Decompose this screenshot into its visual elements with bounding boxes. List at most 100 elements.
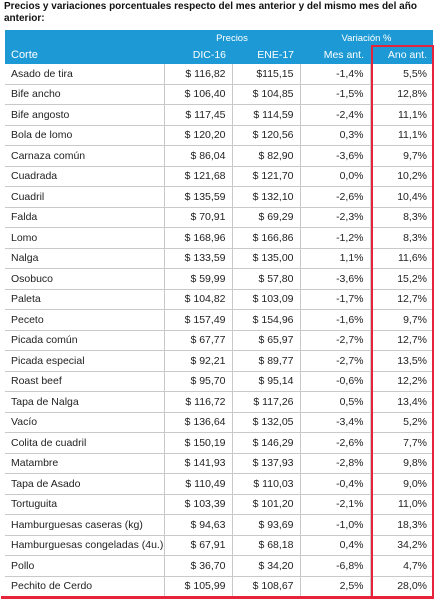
table-cell: -3,6% bbox=[299, 268, 370, 290]
table-cell: 15,2% bbox=[369, 268, 433, 290]
table-cell: $ 69,29 bbox=[231, 207, 300, 228]
table-cell: $ 92,21 bbox=[163, 350, 232, 372]
table-cell: $ 135,00 bbox=[231, 248, 300, 269]
table-row: Tapa de Nalga $ 116,72 $ 117,26 0,5% 13,4% bbox=[5, 391, 433, 413]
table-cell: $ 103,39 bbox=[163, 494, 232, 515]
table-row: Picada común $ 67,77 $ 65,97 -2,7% 12,7% bbox=[5, 330, 433, 351]
table-cell: Asado de tira bbox=[5, 64, 164, 85]
table-cell: -2,7% bbox=[299, 330, 370, 351]
table-cell: -1,4% bbox=[299, 64, 370, 85]
table-cell: Bola de lomo bbox=[5, 125, 164, 146]
table-cell: $ 146,29 bbox=[231, 432, 300, 454]
table-cell: -2,3% bbox=[299, 207, 370, 228]
table-cell: $ 117,26 bbox=[231, 391, 300, 413]
table-cell: $ 121,68 bbox=[163, 166, 232, 187]
table-cell: $ 121,70 bbox=[231, 166, 300, 187]
table-cell: Peceto bbox=[5, 309, 164, 331]
column-header: ENE-17 bbox=[232, 46, 300, 64]
table-cell: 34,2% bbox=[369, 535, 433, 556]
table-cell: -3,4% bbox=[299, 412, 370, 433]
table-row: Osobuco $ 59,99 $ 57,80 -3,6% 15,2% bbox=[5, 268, 433, 290]
column-header: Mes ant. bbox=[300, 46, 370, 64]
table-cell: 11,1% bbox=[369, 104, 433, 126]
table-cell: $ 116,82 bbox=[163, 64, 232, 85]
table-cell: -2,1% bbox=[299, 494, 370, 515]
table-cell: $ 120,56 bbox=[231, 125, 300, 146]
table-cell: 12,7% bbox=[369, 330, 433, 351]
table-row: Paleta $ 104,82 $ 103,09 -1,7% 12,7% bbox=[5, 289, 433, 310]
table-row: Nalga $ 133,59 $ 135,00 1,1% 11,6% bbox=[5, 248, 433, 269]
table-row: Pechito de Cerdo $ 105,99 $ 108,67 2,5% 28,0… bbox=[5, 576, 433, 597]
table-cell: 0,0% bbox=[299, 166, 370, 187]
table-body: Asado de tira $ 116,82 $115,15 -1,4% 5,5% Bif… bbox=[5, 64, 433, 599]
table-cell: -2,8% bbox=[299, 453, 370, 474]
table-cell: -6,8% bbox=[299, 555, 370, 577]
table-cell: $ 104,82 bbox=[163, 289, 232, 310]
table-cell: Pechito de Cerdo bbox=[5, 576, 164, 597]
table-cell: 5,2% bbox=[369, 412, 433, 433]
table-cell: 9,7% bbox=[369, 145, 433, 167]
table-cell: 8,3% bbox=[369, 227, 433, 249]
table-row: Colita de cuadril $ 150,19 $ 146,29 -2,6% 7,… bbox=[5, 432, 433, 454]
table-cell: -3,6% bbox=[299, 145, 370, 167]
table-cell: Pollo bbox=[5, 555, 164, 577]
table-cell: $ 154,96 bbox=[231, 309, 300, 331]
table-cell: -1,0% bbox=[299, 514, 370, 536]
table-cell: $ 110,49 bbox=[163, 473, 232, 495]
table-cell: -1,5% bbox=[299, 84, 370, 105]
table-cell: 18,3% bbox=[369, 514, 433, 536]
table-cell: Tortuguita bbox=[5, 494, 164, 515]
table-cell: -1,7% bbox=[299, 289, 370, 310]
table-cell: Matambre bbox=[5, 453, 164, 474]
group-header: Precios bbox=[164, 30, 300, 46]
table-cell: 11,6% bbox=[369, 248, 433, 269]
table-cell: 10,4% bbox=[369, 186, 433, 208]
table-cell: 11,0% bbox=[369, 494, 433, 515]
table-cell: $ 166,86 bbox=[231, 227, 300, 249]
table-cell: $ 36,70 bbox=[163, 555, 232, 577]
group-header: Variación % bbox=[300, 30, 433, 46]
table-cell: $ 59,99 bbox=[163, 268, 232, 290]
table-cell: $ 65,97 bbox=[231, 330, 300, 351]
column-header: DIC-16 bbox=[164, 46, 232, 64]
table-cell: $ 137,93 bbox=[231, 453, 300, 474]
table-cell: 12,8% bbox=[369, 84, 433, 105]
table-cell: 2,5% bbox=[299, 576, 370, 597]
table-cell: -1,2% bbox=[299, 227, 370, 249]
table-cell: 12,2% bbox=[369, 371, 433, 392]
table-cell: 1,1% bbox=[299, 248, 370, 269]
table-cell: Lomo bbox=[5, 227, 164, 249]
table-row: Matambre $ 141,93 $ 137,93 -2,8% 9,8% bbox=[5, 453, 433, 474]
table-cell: Colita de cuadril bbox=[5, 432, 164, 454]
table-cell: $ 104,85 bbox=[231, 84, 300, 105]
table-cell: $ 105,99 bbox=[163, 576, 232, 597]
table-cell: $ 168,96 bbox=[163, 227, 232, 249]
table-cell: -2,7% bbox=[299, 350, 370, 372]
table-cell: 0,5% bbox=[299, 391, 370, 413]
table-cell: $ 120,20 bbox=[163, 125, 232, 146]
table-cell: $ 114,59 bbox=[231, 104, 300, 126]
table-row: Vacío $ 136,64 $ 132,05 -3,4% 5,2% bbox=[5, 412, 433, 433]
table-cell: 0,3% bbox=[299, 125, 370, 146]
group-header-row: Precios Variación % bbox=[5, 30, 433, 46]
table-cell: 5,5% bbox=[369, 64, 433, 85]
table-row: Falda $ 70,91 $ 69,29 -2,3% 8,3% bbox=[5, 207, 433, 228]
table-cell: Nalga bbox=[5, 248, 164, 269]
table-cell: $ 86,04 bbox=[163, 145, 232, 167]
table-cell: $ 110,03 bbox=[231, 473, 300, 495]
table-row: Peceto $ 157,49 $ 154,96 -1,6% 9,7% bbox=[5, 309, 433, 331]
table-cell: $ 67,77 bbox=[163, 330, 232, 351]
table-cell: Falda bbox=[5, 207, 164, 228]
table-cell: $ 82,90 bbox=[231, 145, 300, 167]
table-cell: $ 132,05 bbox=[231, 412, 300, 433]
table-row: Asado de tira $ 116,82 $115,15 -1,4% 5,5% bbox=[5, 64, 433, 85]
table-cell: $ 67,91 bbox=[163, 535, 232, 556]
table-cell: Bife ancho bbox=[5, 84, 164, 105]
table-cell: -2,6% bbox=[299, 186, 370, 208]
table-cell: $ 133,59 bbox=[163, 248, 232, 269]
table-row: Pollo $ 36,70 $ 34,20 -6,8% 4,7% bbox=[5, 555, 433, 577]
table-cell: -0,4% bbox=[299, 473, 370, 495]
table-cell: $115,15 bbox=[231, 64, 300, 85]
table-cell: -2,4% bbox=[299, 104, 370, 126]
